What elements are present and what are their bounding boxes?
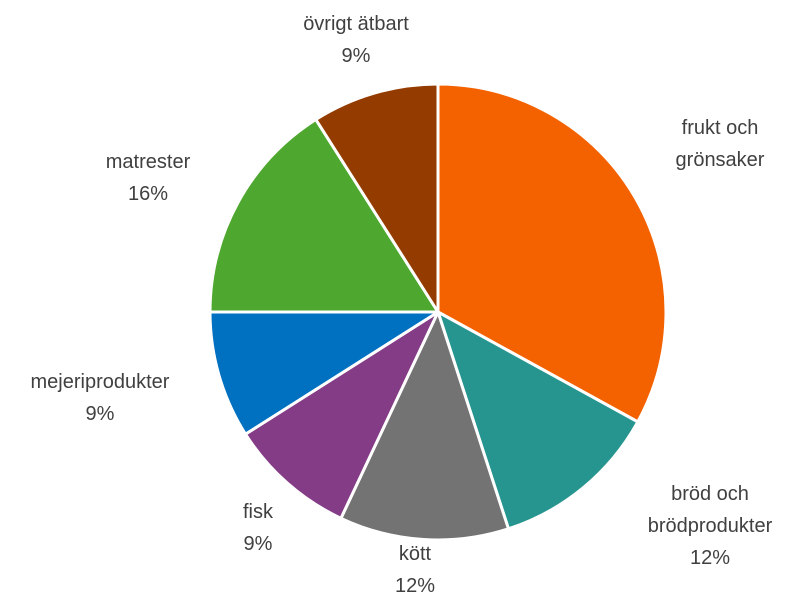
slice-label: frukt och grönsaker (645, 112, 790, 176)
pie-slice (243, 310, 440, 520)
category-label: frukt och grönsaker (675, 117, 765, 171)
slice-label: övrigt ätbart 9% (271, 8, 441, 72)
value-label: 9% (341, 45, 371, 67)
slice-label: mejeriprodukter 9% (5, 366, 195, 430)
pie-slice (436, 82, 668, 424)
value-label: 12% (689, 547, 731, 569)
value-label: 12% (394, 575, 436, 596)
value-label: 9% (243, 533, 273, 555)
pie-slice (314, 82, 440, 314)
value-label: 9% (85, 403, 115, 425)
slice-label: bröd och brödprodukter 12% (625, 478, 790, 574)
value-label: 16% (127, 183, 169, 205)
slice-label: matrester 16% (78, 146, 218, 210)
pie-slice (208, 310, 440, 436)
slice-label: fisk 9% (218, 496, 298, 560)
pie-slice (208, 117, 440, 314)
category-label: övrigt ätbart (303, 13, 409, 35)
category-label: bröd och brödprodukter (647, 483, 773, 537)
category-label: kött (398, 543, 432, 565)
pie-slice (339, 310, 510, 542)
slice-label: kött 12% (355, 538, 475, 596)
pie-slice (436, 310, 640, 531)
category-label: fisk (243, 501, 273, 523)
category-label: mejeriprodukter (30, 371, 170, 393)
category-label: matrester (105, 151, 191, 173)
